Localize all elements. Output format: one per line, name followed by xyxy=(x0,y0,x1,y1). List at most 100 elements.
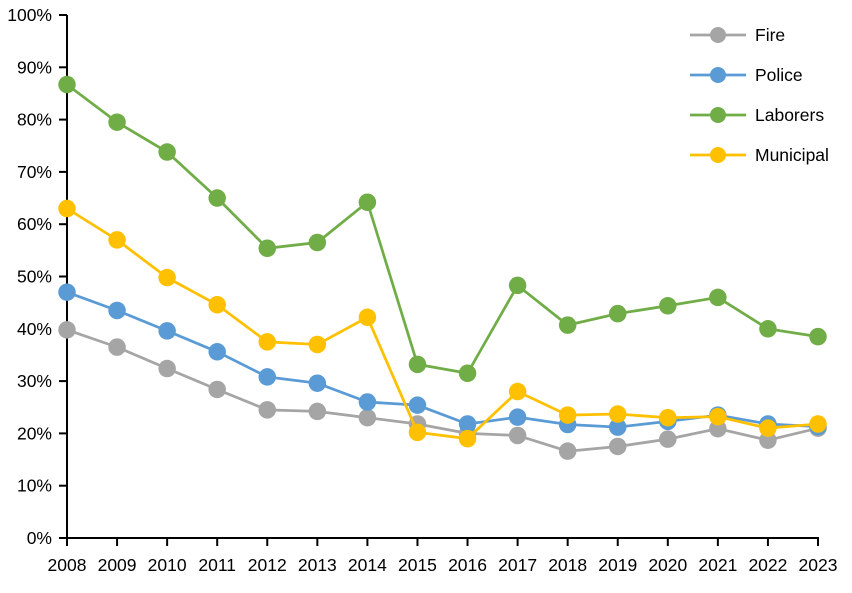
series-line-municipal xyxy=(66,207,819,441)
data-point-laborers-2021 xyxy=(709,288,727,307)
x-tick-label: 2016 xyxy=(448,555,487,575)
data-point-police-2016 xyxy=(458,415,477,433)
data-point-municipal-2023 xyxy=(809,415,827,433)
y-tick-label: 70% xyxy=(17,162,52,182)
data-point-police-2015 xyxy=(408,396,427,414)
data-point-municipal-2022 xyxy=(759,419,777,437)
legend-label-laborers: Laborers xyxy=(755,104,825,125)
x-tick-label: 2017 xyxy=(498,555,537,575)
data-point-laborers-2020 xyxy=(659,297,677,315)
x-tick-label: 2020 xyxy=(648,555,687,575)
data-point-laborers-2014 xyxy=(358,193,377,211)
data-point-laborers-2023 xyxy=(809,327,827,346)
y-tick-label: 0% xyxy=(27,528,52,548)
data-point-police-2008 xyxy=(58,283,76,301)
x-tick-label: 2018 xyxy=(548,555,587,575)
data-point-municipal-2009 xyxy=(108,231,126,249)
data-point-fire-2019 xyxy=(608,437,627,456)
x-tick-label: 2015 xyxy=(398,555,437,575)
y-tick-label: 40% xyxy=(17,319,52,339)
data-point-fire-2021 xyxy=(709,419,727,438)
x-tick-label: 2009 xyxy=(98,555,137,575)
data-point-laborers-2015 xyxy=(408,355,427,374)
data-point-laborers-2013 xyxy=(308,233,327,252)
data-point-police-2019 xyxy=(608,418,627,436)
data-point-fire-2012 xyxy=(258,401,277,419)
y-tick-label: 80% xyxy=(17,110,52,130)
x-tick-label: 2014 xyxy=(348,555,387,575)
data-point-fire-2017 xyxy=(508,426,527,445)
data-point-laborers-2016 xyxy=(458,364,477,383)
data-point-fire-2013 xyxy=(308,402,327,421)
data-point-fire-2020 xyxy=(659,430,677,448)
municipal-legend-marker-icon xyxy=(690,147,746,163)
legend-item-municipal: Municipal xyxy=(690,135,829,175)
data-point-municipal-2010 xyxy=(158,268,176,287)
data-point-municipal-2008 xyxy=(58,199,76,218)
data-point-municipal-2015 xyxy=(408,423,427,442)
legend-label-police: Police xyxy=(755,64,803,85)
data-point-fire-2008 xyxy=(58,321,76,339)
legend-item-police: Police xyxy=(690,55,829,95)
x-tick-label: 2008 xyxy=(48,555,87,575)
data-point-laborers-2009 xyxy=(108,113,126,131)
data-point-municipal-2011 xyxy=(208,295,226,314)
x-tick-label: 2012 xyxy=(248,555,287,575)
y-tick-label: 20% xyxy=(17,423,52,443)
data-point-fire-2022 xyxy=(759,431,777,449)
data-point-police-2012 xyxy=(258,368,277,386)
data-point-municipal-2013 xyxy=(308,335,327,354)
data-point-municipal-2018 xyxy=(558,406,577,424)
legend-item-fire: Fire xyxy=(690,15,829,55)
data-point-police-2014 xyxy=(358,393,377,411)
data-point-fire-2014 xyxy=(358,408,377,427)
data-point-municipal-2012 xyxy=(258,333,277,351)
y-tick-label: 60% xyxy=(17,214,52,234)
police-legend-marker-icon xyxy=(690,67,746,83)
y-tick-label: 90% xyxy=(17,57,52,77)
series-line-police xyxy=(66,290,819,429)
data-point-fire-2018 xyxy=(558,442,577,460)
legend-item-laborers: Laborers xyxy=(690,95,829,135)
legend: Fire Police Laborers Municipal xyxy=(690,15,829,175)
data-point-laborers-2011 xyxy=(208,189,226,207)
x-tick-label: 2022 xyxy=(748,555,787,575)
data-point-laborers-2022 xyxy=(759,320,777,338)
data-point-laborers-2008 xyxy=(58,75,76,94)
laborers-legend-marker-icon xyxy=(690,107,746,123)
y-tick-label: 100% xyxy=(7,5,52,25)
x-tick-label: 2023 xyxy=(799,555,838,575)
data-point-laborers-2019 xyxy=(608,304,627,323)
data-point-fire-2009 xyxy=(108,338,126,356)
y-tick-label: 10% xyxy=(17,476,52,496)
y-tick-label: 30% xyxy=(17,371,52,391)
data-point-laborers-2012 xyxy=(258,239,277,258)
x-tick-label: 2021 xyxy=(698,555,737,575)
data-point-municipal-2017 xyxy=(508,382,527,401)
series-line-laborers xyxy=(66,83,819,375)
data-point-municipal-2019 xyxy=(608,405,627,423)
fire-legend-marker-icon xyxy=(690,27,746,43)
data-point-laborers-2018 xyxy=(558,316,577,334)
y-tick-label: 50% xyxy=(17,267,52,287)
data-point-municipal-2021 xyxy=(709,407,727,426)
legend-label-fire: Fire xyxy=(755,24,786,45)
data-point-police-2009 xyxy=(108,301,126,320)
data-point-fire-2010 xyxy=(158,359,176,378)
series-line-fire xyxy=(66,328,819,453)
x-tick-label: 2010 xyxy=(148,555,187,575)
data-point-police-2010 xyxy=(158,322,176,340)
data-point-police-2011 xyxy=(208,343,226,361)
data-point-municipal-2020 xyxy=(659,408,677,427)
data-point-laborers-2010 xyxy=(158,143,176,161)
data-point-municipal-2016 xyxy=(458,429,477,448)
data-point-municipal-2014 xyxy=(358,308,377,327)
data-point-police-2017 xyxy=(508,408,527,426)
data-point-laborers-2017 xyxy=(508,276,527,295)
x-tick-label: 2013 xyxy=(298,555,337,575)
x-tick-label: 2011 xyxy=(198,555,236,575)
data-point-fire-2011 xyxy=(208,380,226,399)
data-point-police-2013 xyxy=(308,374,327,392)
